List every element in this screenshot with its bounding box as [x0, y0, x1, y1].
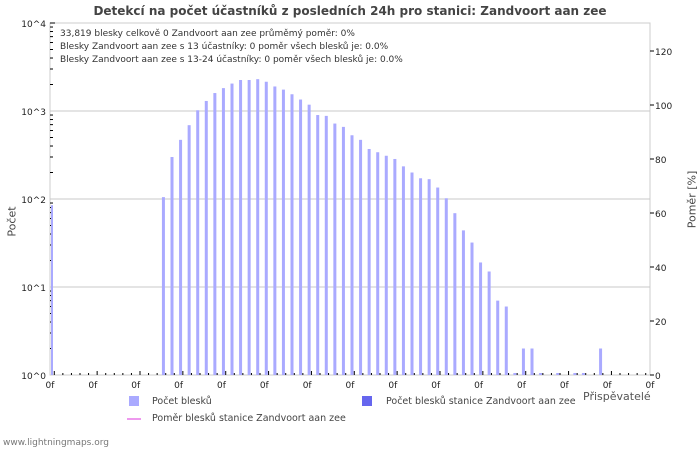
bar — [273, 86, 277, 376]
bar — [539, 373, 543, 375]
chart-title: Detekcí na počet účastníků z posledních … — [93, 4, 607, 18]
info-line-3: Blesky Zandvoort aan zee s 13-24 účastní… — [60, 55, 403, 65]
footer-link[interactable]: www.lightningmaps.org — [3, 438, 109, 448]
x-tick-label: 0f — [346, 381, 356, 391]
y2-axis-label: Poměr [%] — [685, 170, 699, 229]
bar — [264, 81, 268, 375]
bar — [230, 83, 234, 375]
bar — [401, 166, 405, 375]
bar — [247, 80, 251, 376]
bar — [179, 139, 183, 375]
bar — [496, 300, 500, 375]
bar — [196, 110, 200, 375]
x-tick-label: 0f — [517, 381, 527, 391]
legend-station: Počet blesků stanice Zandvoort aan zee — [386, 396, 576, 407]
bar — [393, 158, 397, 375]
x-tick-label: 0f — [46, 381, 56, 391]
bar — [213, 93, 217, 375]
y2-tick-label: 20 — [655, 318, 667, 328]
bar — [307, 104, 311, 376]
bar — [367, 148, 371, 375]
x-tick-label: 0f — [603, 381, 613, 391]
bar — [444, 198, 448, 375]
bar — [299, 99, 303, 375]
y2-tick-label: 80 — [655, 156, 667, 166]
y2-tick-label: 100 — [655, 102, 672, 112]
x-tick-label: 0f — [560, 381, 570, 391]
bar — [187, 125, 191, 376]
info-line-2: Blesky Zandvoort aan zee s 13 účastníky:… — [60, 42, 389, 52]
bar — [573, 373, 577, 375]
bar — [479, 262, 483, 375]
legend-ratio: Poměr blesků stanice Zandvoort aan zee — [152, 413, 346, 424]
bar — [599, 348, 603, 375]
bar — [316, 115, 320, 375]
bar — [410, 172, 414, 375]
y2-tick-label: 40 — [655, 264, 667, 274]
bar — [470, 242, 474, 375]
x-tick-label: 0f — [174, 381, 184, 391]
y-tick-label: 10^4 — [21, 20, 46, 30]
bar — [341, 126, 345, 376]
x-tick-label: 0f — [260, 381, 270, 391]
bar — [427, 179, 431, 375]
y2-tick-label: 120 — [655, 48, 672, 58]
bar — [256, 79, 260, 375]
bar — [384, 155, 388, 375]
bar — [161, 197, 165, 375]
bar — [350, 135, 354, 375]
bar — [290, 94, 294, 376]
bar — [521, 348, 525, 375]
bar — [51, 205, 53, 375]
bar — [204, 100, 208, 375]
x-tick-label: 0f — [131, 381, 141, 391]
legend-count: Počet blesků — [152, 396, 212, 407]
bar — [359, 139, 363, 375]
bar — [239, 80, 243, 376]
bar — [556, 373, 560, 375]
y-tick-label: 10^0 — [21, 372, 46, 382]
x-tick-label: 0f — [217, 381, 227, 391]
x-tick-label: 0f — [303, 381, 313, 391]
bar — [333, 123, 337, 375]
x-tick-label: 0f — [388, 381, 398, 391]
x-axis-label: Přispěvatelé — [583, 390, 651, 403]
x-tick-label: 0f — [431, 381, 441, 391]
bar — [221, 88, 225, 376]
bar — [436, 187, 440, 375]
bar — [530, 348, 534, 375]
bar — [504, 306, 508, 375]
y-tick-label: 10^3 — [21, 108, 46, 118]
bar — [376, 152, 380, 375]
bar — [487, 271, 491, 375]
y-tick-label: 10^2 — [21, 196, 46, 206]
x-tick-label: 0f — [88, 381, 98, 391]
bar — [324, 115, 328, 375]
legend-swatch-count — [129, 396, 139, 406]
info-line-1: 33,819 blesky celkově 0 Zandvoort aan ze… — [60, 29, 355, 39]
bar — [461, 230, 465, 375]
x-tick-label: 0f — [474, 381, 484, 391]
bar — [419, 178, 423, 375]
y2-tick-label: 60 — [655, 210, 667, 220]
bar — [281, 89, 285, 376]
legend-line-ratio — [127, 418, 141, 420]
y-tick-label: 10^1 — [21, 284, 46, 294]
bar — [513, 373, 517, 375]
bar — [453, 213, 457, 375]
x-tick-label: 0f — [646, 381, 656, 391]
legend-swatch-station — [362, 396, 372, 406]
y-axis-label: Počet — [5, 206, 19, 237]
bar — [581, 373, 585, 375]
y2-tick-label: 0 — [655, 372, 661, 382]
bar — [170, 157, 174, 375]
